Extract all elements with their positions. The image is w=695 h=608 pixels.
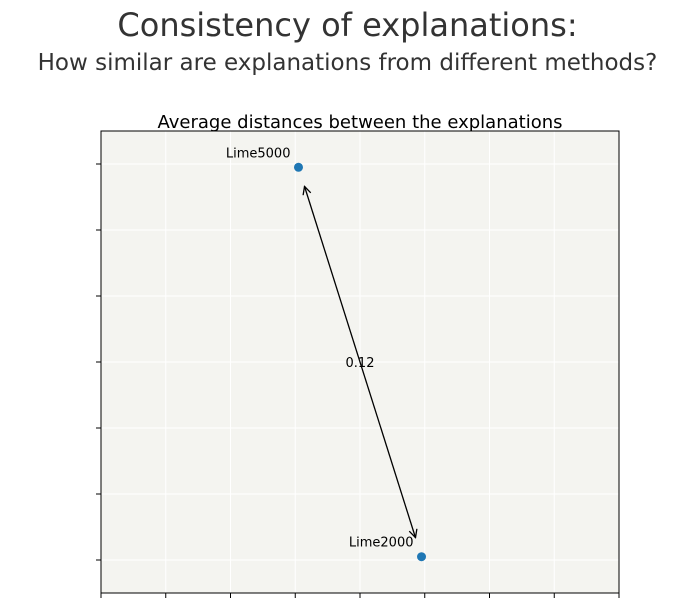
point-label: Lime5000 [226, 146, 291, 161]
data-point [293, 162, 303, 172]
axis-ticks [96, 163, 620, 598]
data-point [417, 552, 427, 562]
distance-arrow [305, 186, 416, 537]
data-points: Lime5000 Lime2000 [226, 146, 427, 562]
distance-label: 0.12 [346, 356, 375, 371]
distance-annotations: 0.12 [305, 186, 416, 537]
chart-title: Average distances between the explanatio… [158, 112, 563, 133]
figure-subtitle: How similar are explanations from differ… [37, 50, 658, 76]
point-label: Lime2000 [349, 536, 414, 551]
figure-title: Consistency of explanations: [117, 6, 578, 44]
plot-frame [100, 130, 620, 594]
